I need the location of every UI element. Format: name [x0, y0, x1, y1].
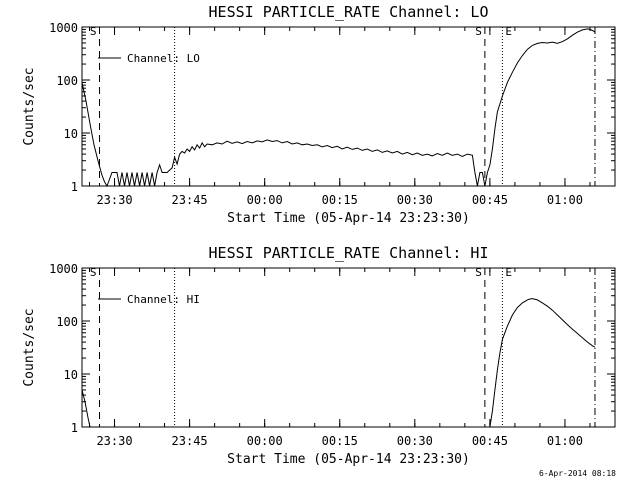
x-tick-label: 00:45: [472, 193, 508, 207]
chart-title: HESSI PARTICLE_RATE Channel: LO: [209, 3, 489, 21]
series-line: [81, 298, 596, 428]
y-axis-label: Counts/sec: [22, 67, 37, 145]
x-axis-label: Start Time (05-Apr-14 23:23:30): [227, 452, 470, 467]
y-tick-label: 100: [56, 315, 78, 329]
y-tick-label: 100: [56, 74, 78, 88]
plot-frame: [81, 267, 616, 428]
x-tick-label: 01:00: [547, 193, 583, 207]
plot-frame: [81, 26, 616, 187]
y-tick-label: 1000: [49, 21, 78, 35]
x-tick-label: 00:00: [247, 434, 283, 448]
x-tick-label: 00:15: [322, 434, 358, 448]
marker-label: E: [505, 25, 512, 38]
marker-label: S: [90, 25, 97, 38]
marker-label: S: [475, 266, 482, 279]
marker-label: E: [505, 266, 512, 279]
x-tick-label: 00:15: [322, 193, 358, 207]
x-tick-label: 23:30: [96, 434, 132, 448]
y-tick-label: 1000: [49, 262, 78, 276]
legend-label: Channel: HI: [127, 293, 200, 306]
y-tick-label: 1: [71, 421, 78, 435]
x-tick-label: 23:45: [172, 193, 208, 207]
x-tick-label: 01:00: [547, 434, 583, 448]
panel-hi: HESSI PARTICLE_RATE Channel: HI 1 10 100 100…: [22, 244, 616, 467]
marker-label: S: [475, 25, 482, 38]
legend-label: Channel: LO: [127, 52, 200, 65]
marker-label: S: [90, 266, 97, 279]
x-axis-label: Start Time (05-Apr-14 23:23:30): [227, 211, 470, 226]
x-tick-label: 00:00: [247, 193, 283, 207]
x-tick-label: 00:30: [397, 193, 433, 207]
footer-timestamp: 6-Apr-2014 08:18: [539, 469, 616, 478]
y-tick-label: 1: [71, 180, 78, 194]
series-line: [81, 28, 596, 188]
y-axis-label: Counts/sec: [22, 308, 37, 386]
x-tick-label: 00:45: [472, 434, 508, 448]
x-tick-label: 00:30: [397, 434, 433, 448]
x-tick-label: 23:45: [172, 434, 208, 448]
y-tick-label: 10: [64, 127, 78, 141]
panel-lo: HESSI PARTICLE_RATE Channel: LO 1 10 100 100…: [22, 3, 616, 226]
x-tick-label: 23:30: [96, 193, 132, 207]
chart-title: HESSI PARTICLE_RATE Channel: HI: [209, 244, 489, 262]
y-tick-label: 10: [64, 368, 78, 382]
